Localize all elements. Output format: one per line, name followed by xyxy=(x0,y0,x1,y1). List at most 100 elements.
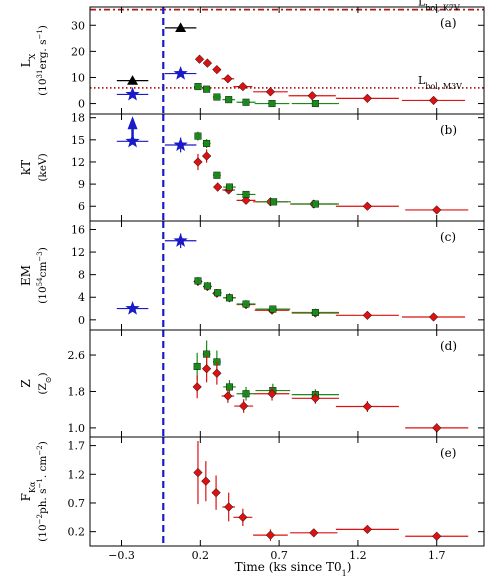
diamond-point xyxy=(233,81,253,92)
y-tick-label: 0.2 xyxy=(68,526,86,539)
panel-frame xyxy=(89,329,485,438)
diamond-marker xyxy=(309,528,319,538)
square-point xyxy=(203,282,212,290)
panel-frame xyxy=(89,6,485,115)
x-axis: −0.3 0.2 0.7 1.2 1.7 xyxy=(108,549,445,562)
diamond-marker xyxy=(238,512,248,522)
diamond-marker xyxy=(428,312,439,322)
y-tick-label: 6 xyxy=(78,200,85,213)
diamond-point xyxy=(234,399,254,413)
panel-e: 0.2 0.7 1.2 1.7 (e) FKα(10−2ph. s−1. cm−2) xyxy=(19,436,485,547)
star-marker xyxy=(173,137,188,152)
y-tick-label: 30 xyxy=(71,19,85,32)
square-marker xyxy=(311,200,319,208)
x-tick-label: 1.2 xyxy=(349,549,367,562)
y-tick-label: 9 xyxy=(78,178,85,191)
square-marker xyxy=(242,98,250,106)
star-marker xyxy=(125,301,140,315)
diamond-marker xyxy=(201,476,211,486)
diamond-marker xyxy=(267,389,277,399)
diamond-point xyxy=(405,423,469,433)
star-marker xyxy=(125,133,140,148)
square-marker xyxy=(203,85,211,93)
diamond-point xyxy=(221,389,235,403)
square-marker xyxy=(194,83,202,91)
square-marker xyxy=(203,282,211,290)
diamond-point xyxy=(402,312,466,322)
square-point xyxy=(194,131,202,141)
diamond-point xyxy=(192,375,202,399)
diamond-marker xyxy=(202,58,213,68)
x-tick-label: −0.3 xyxy=(108,549,135,562)
y-axis-label: kT xyxy=(19,160,33,175)
diamond-point xyxy=(211,475,221,510)
square-marker xyxy=(242,190,250,198)
x-tick-label: 0.2 xyxy=(192,549,210,562)
triangle-marker xyxy=(175,22,187,33)
panel-b: 6 9 12 15 18 (b) kT (keV) xyxy=(19,112,485,222)
diamond-marker xyxy=(362,310,373,320)
y-axis-label: LX xyxy=(19,53,37,67)
square-point xyxy=(194,277,202,285)
diamond-point xyxy=(212,361,222,385)
diamond-marker xyxy=(265,87,276,97)
y-tick-label: 16 xyxy=(71,223,85,236)
panel-frame xyxy=(89,436,485,547)
panel-label: (d) xyxy=(440,339,457,353)
square-point xyxy=(256,198,291,206)
triangle-point xyxy=(116,75,149,85)
diamond-marker xyxy=(193,467,203,478)
panel-frame xyxy=(89,113,485,222)
square-marker xyxy=(225,294,233,302)
square-marker xyxy=(311,308,319,316)
diamond-point xyxy=(405,531,469,541)
diamond-point xyxy=(193,153,203,171)
diamond-marker xyxy=(241,195,251,205)
diamond-point xyxy=(335,201,399,211)
square-marker xyxy=(194,132,202,140)
diamond-marker xyxy=(212,64,222,75)
diamond-point xyxy=(335,524,399,535)
star-marker xyxy=(125,86,140,101)
x-tick-label: 1.7 xyxy=(428,549,446,562)
diamond-marker xyxy=(192,382,202,392)
y-axis-unit: (keV) xyxy=(37,153,49,181)
diamond-point xyxy=(253,87,288,97)
diamond-marker xyxy=(362,201,373,211)
square-marker xyxy=(213,171,221,179)
diamond-marker xyxy=(193,157,203,167)
square-point xyxy=(236,190,256,198)
square-point xyxy=(236,300,256,308)
diamond-marker xyxy=(265,530,276,540)
y-tick-label: 4 xyxy=(78,291,85,304)
panel-label: (b) xyxy=(440,123,457,137)
y-tick-label: 0 xyxy=(78,314,85,327)
square-point xyxy=(291,308,340,316)
diamond-point xyxy=(253,529,288,541)
square-marker xyxy=(242,300,250,308)
panel-label: (a) xyxy=(440,16,457,30)
diamond-marker xyxy=(432,423,442,433)
diamond-point xyxy=(201,355,212,383)
diamond-point xyxy=(213,182,223,192)
y-tick-label: 15 xyxy=(71,134,85,147)
square-point xyxy=(212,93,221,101)
diamond-point xyxy=(405,205,469,215)
diamond-marker xyxy=(362,524,373,535)
square-marker xyxy=(193,362,201,370)
square-point xyxy=(223,380,236,394)
y-tick-label: 12 xyxy=(71,246,85,259)
diamond-point xyxy=(236,195,256,205)
square-marker xyxy=(242,390,250,398)
star-point xyxy=(164,66,197,80)
y-axis-label: EM xyxy=(19,265,33,286)
star-point xyxy=(116,86,149,101)
square-marker xyxy=(270,198,278,206)
diamond-marker xyxy=(239,401,249,411)
square-point xyxy=(194,83,202,91)
diamond-marker xyxy=(428,95,439,106)
hline-label-1: Lbol, M3V xyxy=(418,74,462,91)
diamond-point xyxy=(290,528,338,538)
square-point xyxy=(236,386,256,401)
